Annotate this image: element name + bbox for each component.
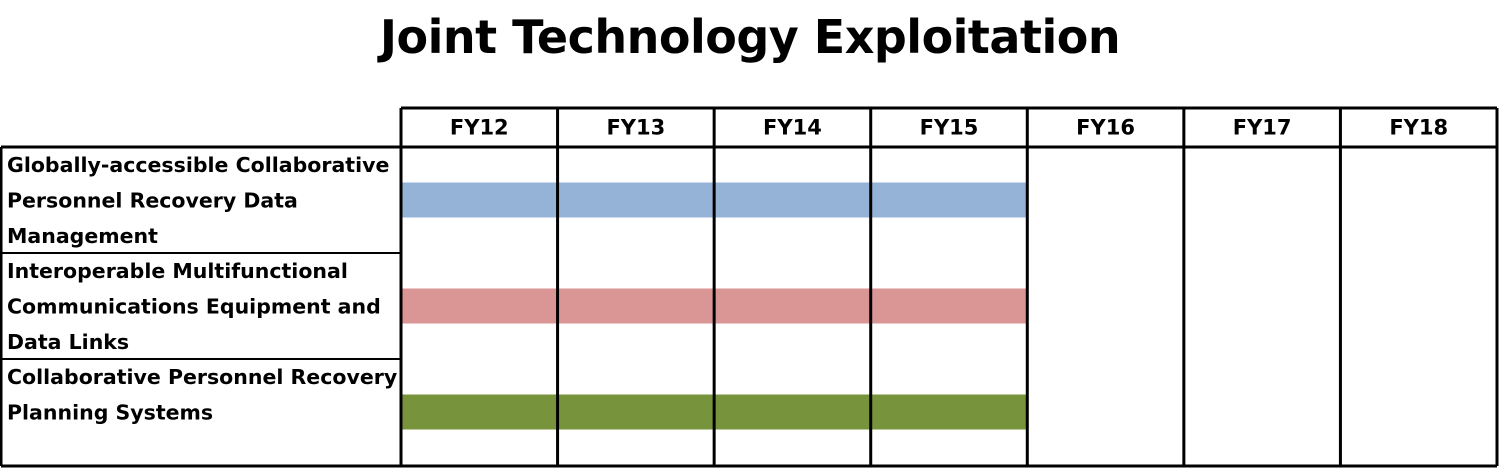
period-label: FY13 xyxy=(606,116,665,140)
period-label: FY16 xyxy=(1076,116,1135,140)
task-label: Personnel Recovery Data xyxy=(7,189,298,213)
period-label: FY18 xyxy=(1389,116,1448,140)
period-label: FY15 xyxy=(920,116,979,140)
period-label: FY17 xyxy=(1233,116,1292,140)
task-label: Data Links xyxy=(7,330,129,354)
chart-title: Joint Technology Exploitation xyxy=(379,10,1121,64)
period-label: FY14 xyxy=(763,116,822,140)
task-label: Planning Systems xyxy=(7,401,213,425)
task-label: Management xyxy=(7,224,158,248)
task-label: Collaborative Personnel Recovery xyxy=(7,365,397,389)
task-label: Communications Equipment and xyxy=(7,295,381,319)
period-label: FY12 xyxy=(450,116,509,140)
task-label: Interoperable Multifunctional xyxy=(7,259,348,283)
task-label: Globally-accessible Collaborative xyxy=(7,153,389,177)
